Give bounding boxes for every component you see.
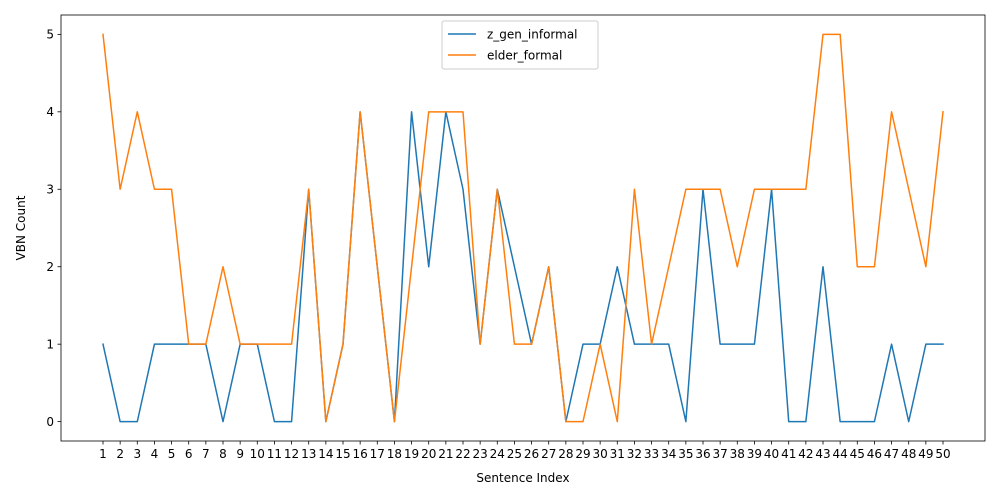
series-layer bbox=[102, 33, 944, 423]
x-tick-label: 29 bbox=[575, 447, 590, 461]
legend-label-elder-formal: elder_formal bbox=[487, 49, 562, 63]
x-tick-label: 18 bbox=[387, 447, 402, 461]
x-tick-label: 48 bbox=[901, 447, 916, 461]
x-tick-label: 33 bbox=[644, 447, 659, 461]
x-tick-label: 46 bbox=[867, 447, 882, 461]
x-tick-label: 11 bbox=[267, 447, 282, 461]
x-tick-label: 40 bbox=[764, 447, 779, 461]
y-tick-label: 2 bbox=[46, 260, 54, 274]
x-axis: 1 2 3 4 5 6 7 8 9 10 11 12 13 14 15 16 17 18 19 20 21 22 23 24 2… bbox=[99, 441, 951, 461]
x-tick-label: 36 bbox=[695, 447, 710, 461]
x-tick-label: 16 bbox=[353, 447, 368, 461]
x-tick-label: 17 bbox=[370, 447, 385, 461]
x-tick-label: 28 bbox=[558, 447, 573, 461]
x-tick-label: 3 bbox=[133, 447, 141, 461]
x-tick-label: 34 bbox=[661, 447, 676, 461]
y-axis: 0 1 2 3 4 5 bbox=[46, 28, 61, 429]
y-tick-label: 1 bbox=[46, 337, 54, 351]
legend-frame bbox=[441, 20, 599, 70]
x-tick-label: 45 bbox=[850, 447, 865, 461]
x-tick-label: 23 bbox=[473, 447, 488, 461]
x-tick-label: 37 bbox=[713, 447, 728, 461]
x-tick-label: 7 bbox=[202, 447, 210, 461]
x-tick-label: 31 bbox=[610, 447, 625, 461]
x-tick-label: 8 bbox=[219, 447, 227, 461]
y-axis-label: VBN Count bbox=[14, 195, 28, 260]
legend: z_gen_informal elder_formal bbox=[441, 20, 599, 70]
x-tick-label: 1 bbox=[99, 447, 107, 461]
y-tick-label: 4 bbox=[46, 105, 54, 119]
x-tick-label: 26 bbox=[524, 447, 539, 461]
x-tick-label: 49 bbox=[918, 447, 933, 461]
x-tick-label: 6 bbox=[185, 447, 193, 461]
x-tick-label: 50 bbox=[935, 447, 950, 461]
x-tick-label: 13 bbox=[301, 447, 316, 461]
x-tick-label: 20 bbox=[421, 447, 436, 461]
x-tick-label: 47 bbox=[884, 447, 899, 461]
y-tick-label: 0 bbox=[46, 415, 54, 429]
x-tick-label: 5 bbox=[168, 447, 176, 461]
plot-frame bbox=[60, 14, 986, 442]
x-tick-label: 27 bbox=[541, 447, 556, 461]
x-tick-label: 19 bbox=[404, 447, 419, 461]
x-tick-label: 4 bbox=[151, 447, 159, 461]
y-tick-label: 5 bbox=[46, 28, 54, 42]
x-tick-label: 43 bbox=[815, 447, 830, 461]
x-tick-label: 30 bbox=[593, 447, 608, 461]
x-axis-label: Sentence Index bbox=[476, 471, 569, 485]
x-tick-label: 24 bbox=[490, 447, 505, 461]
plot-area bbox=[60, 14, 986, 442]
x-tick-label: 10 bbox=[250, 447, 265, 461]
x-tick-label: 32 bbox=[627, 447, 642, 461]
x-tick-label: 44 bbox=[833, 447, 848, 461]
x-tick-label: 41 bbox=[781, 447, 796, 461]
series-line-elder-formal bbox=[102, 33, 944, 423]
x-tick-label: 39 bbox=[747, 447, 762, 461]
x-tick-label: 25 bbox=[507, 447, 522, 461]
x-tick-label: 2 bbox=[116, 447, 124, 461]
x-tick-label: 35 bbox=[678, 447, 693, 461]
x-tick-label: 14 bbox=[318, 447, 333, 461]
legend-label-z-gen-informal: z_gen_informal bbox=[487, 28, 578, 42]
x-tick-label: 12 bbox=[284, 447, 299, 461]
x-tick-label: 21 bbox=[438, 447, 453, 461]
series-line-z-gen-informal bbox=[102, 111, 944, 423]
x-tick-label: 15 bbox=[335, 447, 350, 461]
x-tick-label: 38 bbox=[730, 447, 745, 461]
x-tick-label: 22 bbox=[455, 447, 470, 461]
x-tick-label: 42 bbox=[798, 447, 813, 461]
y-tick-label: 3 bbox=[46, 183, 54, 197]
x-tick-label: 9 bbox=[236, 447, 244, 461]
